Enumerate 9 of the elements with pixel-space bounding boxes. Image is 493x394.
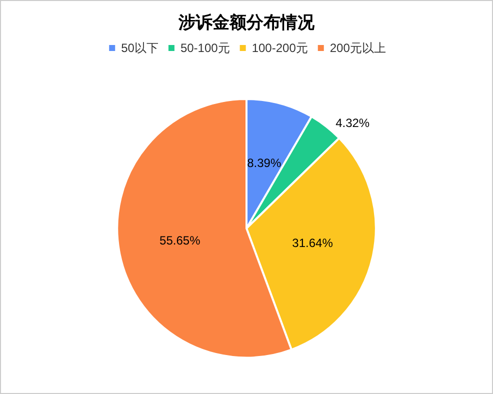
legend-label: 200元以上 (330, 41, 386, 55)
data-label: 55.65% (160, 233, 201, 248)
data-label: 31.64% (292, 236, 334, 250)
data-label: 8.39% (247, 156, 282, 170)
data-label: 4.32% (336, 116, 370, 130)
legend-label: 50-100元 (180, 41, 230, 55)
chart-title: 涉诉金额分布情况 (178, 13, 316, 32)
legend-label: 50以下 (121, 41, 158, 55)
legend-label: 100-200元 (252, 41, 308, 55)
